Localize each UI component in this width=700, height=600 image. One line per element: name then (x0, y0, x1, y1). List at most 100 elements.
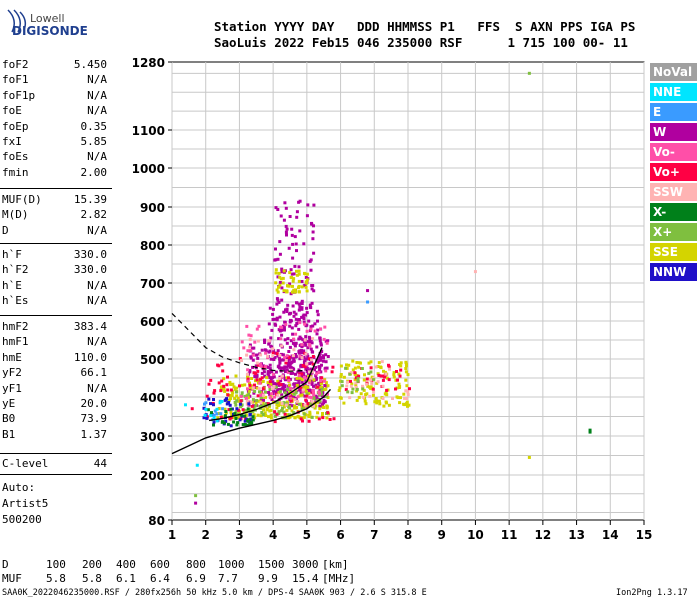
echo-point (245, 423, 249, 427)
echo-point (392, 373, 396, 377)
echo-point (265, 376, 269, 380)
echo-point (286, 413, 290, 417)
echo-point (222, 387, 226, 391)
legend-label: X- (653, 205, 666, 219)
echo-point (266, 372, 270, 376)
echo-point (267, 339, 271, 343)
echo-point (307, 319, 311, 323)
echo-point (291, 388, 295, 392)
echo-point (282, 357, 286, 361)
echo-point (285, 310, 289, 313)
echo-point (290, 227, 294, 231)
echo-point (385, 376, 389, 380)
echo-point (234, 374, 238, 378)
echo-point (364, 382, 368, 386)
echo-point (270, 387, 274, 391)
echo-point (245, 399, 249, 403)
echo-point (272, 382, 276, 386)
echo-point (369, 370, 373, 374)
echo-point (294, 324, 298, 328)
echo-point (281, 281, 285, 285)
echo-point (324, 339, 328, 343)
distance-value: 600 (150, 558, 170, 571)
separator (0, 243, 112, 244)
param-label: foF1 (2, 73, 29, 87)
echo-point (276, 257, 280, 261)
echo-point (260, 411, 264, 414)
echo-point (204, 407, 208, 411)
echo-point (288, 324, 292, 328)
echo-point (220, 420, 224, 424)
echo-point (350, 382, 354, 386)
echo-point (278, 275, 282, 279)
param-value: 44 (93, 457, 107, 470)
echo-point (297, 318, 301, 321)
echo-point (254, 364, 258, 368)
echo-point (252, 371, 256, 375)
echo-point (285, 369, 289, 372)
echo-point (306, 203, 310, 207)
echo-point (270, 345, 274, 349)
echo-point (212, 398, 215, 401)
echo-point (219, 389, 223, 393)
echo-point (291, 279, 295, 283)
echo-point (219, 412, 223, 416)
separator (0, 188, 112, 189)
echo-point (319, 343, 323, 347)
echo-point (282, 289, 286, 293)
echo-point (309, 268, 313, 272)
echo-point (295, 210, 299, 214)
echo-point (236, 396, 240, 400)
echo-point (280, 344, 284, 348)
echo-point (243, 414, 247, 418)
echo-point (228, 417, 232, 421)
echo-point (323, 384, 327, 387)
echo-point (312, 203, 316, 207)
param-row: foE N/A (2, 104, 107, 118)
echo-point (320, 376, 324, 380)
echo-point (290, 290, 294, 294)
echo-point (246, 368, 250, 372)
echo-point (355, 398, 359, 402)
echo-point (259, 353, 263, 357)
echo-point (293, 288, 297, 292)
echo-point (282, 310, 286, 314)
echo-point (273, 356, 277, 359)
echo-point (246, 374, 249, 378)
echo-point (240, 359, 243, 362)
echo-point (215, 407, 219, 411)
echo-point (354, 385, 358, 389)
echo-point (295, 249, 298, 253)
legend-label: NNE (653, 85, 681, 99)
echo-point (298, 229, 302, 233)
echo-point (404, 378, 408, 382)
echo-point (394, 378, 398, 382)
echo-point (269, 382, 273, 386)
echo-point (310, 358, 314, 362)
echo-point (302, 372, 306, 376)
distance-value: 800 (186, 558, 206, 571)
echo-point (295, 382, 299, 386)
echo-point (298, 199, 302, 203)
echo-point (305, 392, 309, 396)
echo-point (300, 356, 304, 360)
echo-point (382, 404, 386, 408)
echo-point (387, 403, 391, 407)
echo-point (280, 393, 284, 397)
echo-point (288, 413, 292, 417)
echo-point (374, 397, 378, 400)
echo-point (207, 397, 211, 401)
echo-point (330, 370, 334, 374)
echo-point (308, 362, 312, 366)
echo-point (297, 290, 301, 294)
echo-point (300, 380, 304, 384)
echo-point (316, 319, 319, 323)
echo-point (269, 416, 273, 420)
separator (0, 453, 112, 454)
echo-point (322, 379, 326, 383)
echo-point (255, 399, 259, 402)
echo-point (349, 384, 353, 388)
echo-point (328, 418, 332, 421)
echo-point (303, 375, 306, 379)
echo-point (239, 405, 243, 409)
